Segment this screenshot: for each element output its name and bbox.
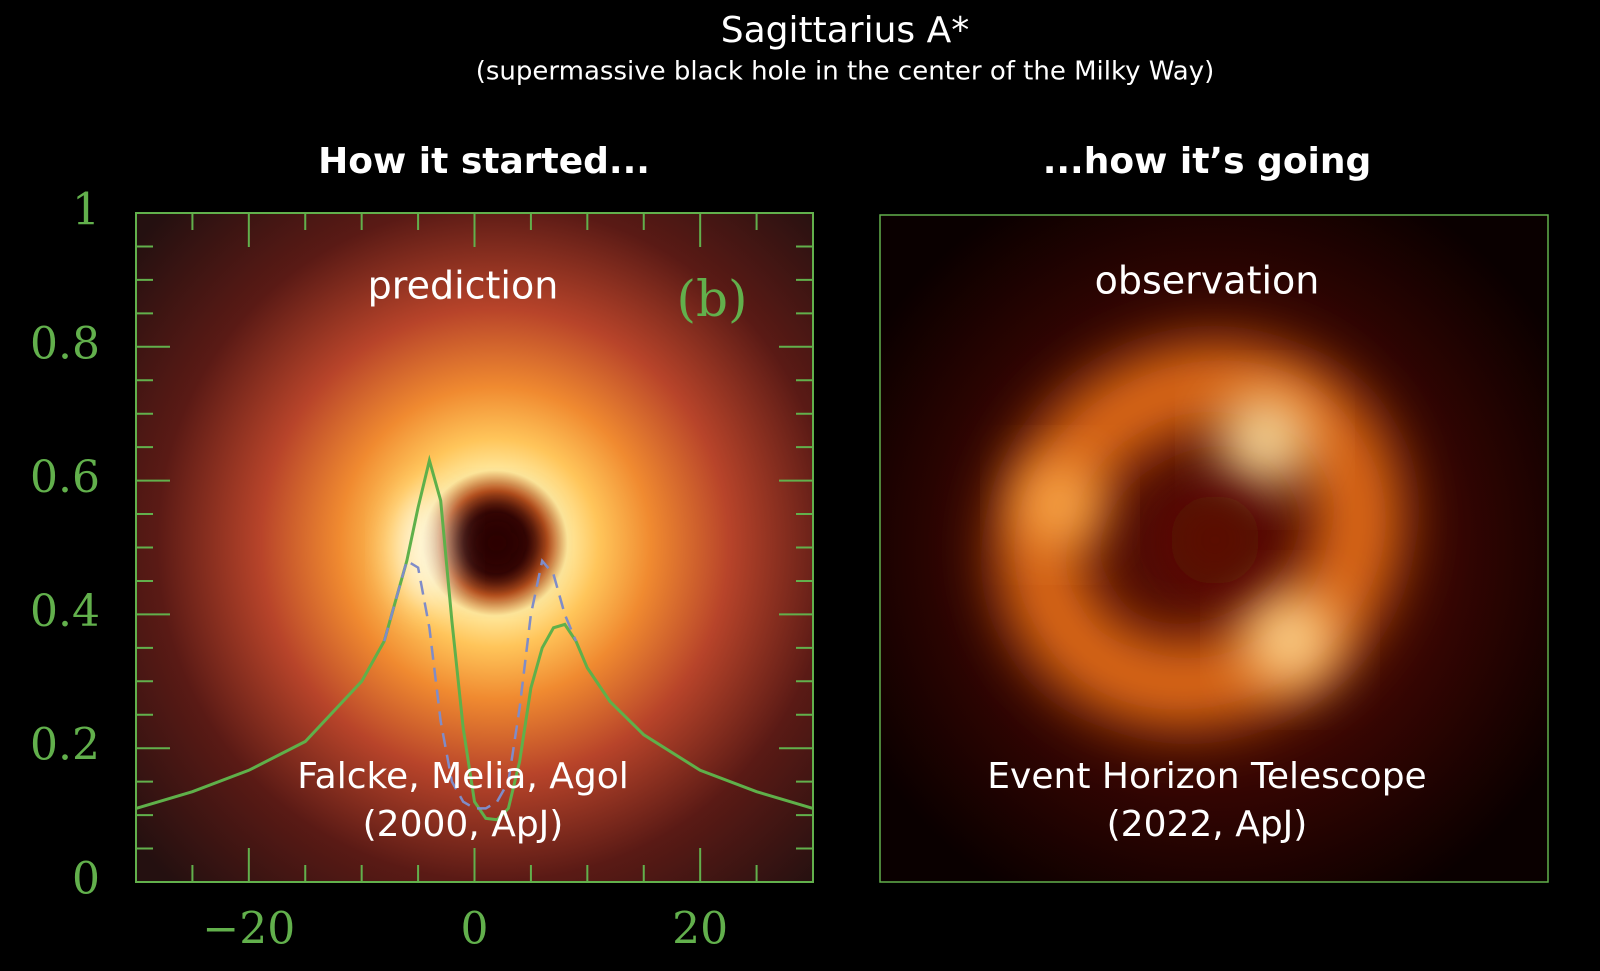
panel-heading: How it started...	[318, 141, 650, 182]
y-tick-label: 0	[72, 854, 100, 905]
credit: (2022, ApJ)	[1107, 804, 1308, 845]
panel-letter: (b)	[676, 270, 747, 328]
y-tick-label: 0.2	[30, 720, 100, 771]
title: Sagittarius A*	[721, 10, 970, 51]
x-tick-label: 20	[672, 904, 728, 955]
line-series	[382, 558, 578, 810]
panel-label: prediction	[368, 264, 559, 308]
prediction-chart: 0 0.2 0.4 0.6 0.8 1 −20 0 20	[30, 185, 814, 955]
observation-image	[880, 215, 1548, 882]
credit: Falcke, Melia, Agol	[297, 756, 629, 797]
y-tick-label: 1	[72, 185, 100, 236]
subtitle: (supermassive black hole in the center o…	[476, 57, 1215, 87]
panel-heading: ...how it’s going	[1043, 141, 1372, 182]
x-tick-label: −20	[202, 904, 295, 955]
line-series	[136, 454, 813, 822]
credit: Event Horizon Telescope	[987, 756, 1426, 797]
panel-label: observation	[1095, 259, 1320, 303]
x-tick-label: 0	[461, 904, 489, 955]
credit: (2000, ApJ)	[363, 804, 564, 845]
y-tick-label: 0.6	[30, 452, 100, 503]
y-tick-label: 0.8	[30, 318, 100, 369]
observation-frame	[879, 214, 1549, 883]
y-tick-label: 0.4	[30, 586, 100, 637]
